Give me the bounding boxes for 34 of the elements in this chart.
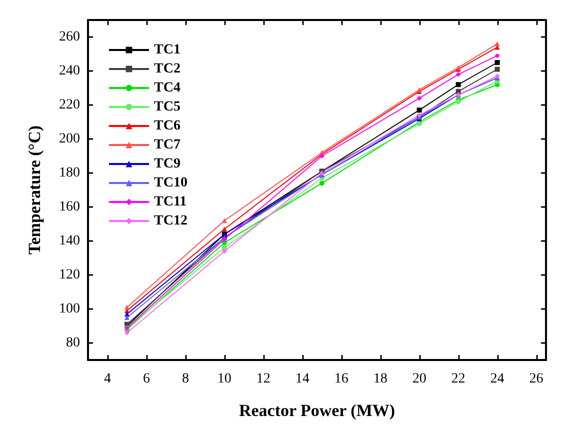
x-tick-label: 20 (412, 372, 426, 386)
x-tick-label: 10 (217, 372, 232, 386)
x-tick-label: 16 (334, 372, 348, 386)
legend-label: TC11 (154, 194, 187, 210)
x-tick-label: 4 (104, 372, 111, 386)
y-tick-label: 100 (59, 302, 80, 316)
x-tick-label: 6 (142, 372, 150, 386)
y-tick-label: 160 (59, 200, 80, 214)
x-tick-label: 12 (256, 372, 270, 386)
legend-label: TC10 (154, 176, 188, 190)
x-tick-label: 24 (490, 372, 504, 386)
x-tick-label: 26 (529, 372, 544, 386)
y-tick-label: 220 (59, 98, 80, 112)
legend-label: TC1 (154, 42, 180, 58)
y-axis-title: Temperature (°C) (25, 125, 44, 255)
y-tick-label: 260 (59, 30, 80, 44)
x-axis-title: Reactor Power (MW) (238, 401, 396, 420)
legend-label: TC12 (154, 214, 188, 228)
y-tick-label: 180 (59, 166, 80, 180)
y-tick-label: 80 (66, 336, 80, 350)
legend-label: TC2 (154, 62, 180, 76)
y-tick-label: 240 (59, 64, 80, 78)
x-tick-label: 14 (295, 372, 310, 386)
y-tick-label: 200 (59, 132, 80, 146)
x-tick-label: 22 (451, 372, 466, 386)
legend-label: TC6 (154, 118, 180, 134)
y-tick-label: 120 (59, 268, 80, 282)
legend-label: TC7 (154, 138, 180, 152)
x-tick-label: 8 (182, 372, 189, 386)
legend-label: TC5 (154, 100, 180, 114)
x-tick-label: 18 (373, 372, 388, 386)
legend-label: TC4 (154, 80, 180, 96)
y-tick-label: 140 (59, 234, 80, 248)
legend-label: TC9 (154, 156, 180, 172)
